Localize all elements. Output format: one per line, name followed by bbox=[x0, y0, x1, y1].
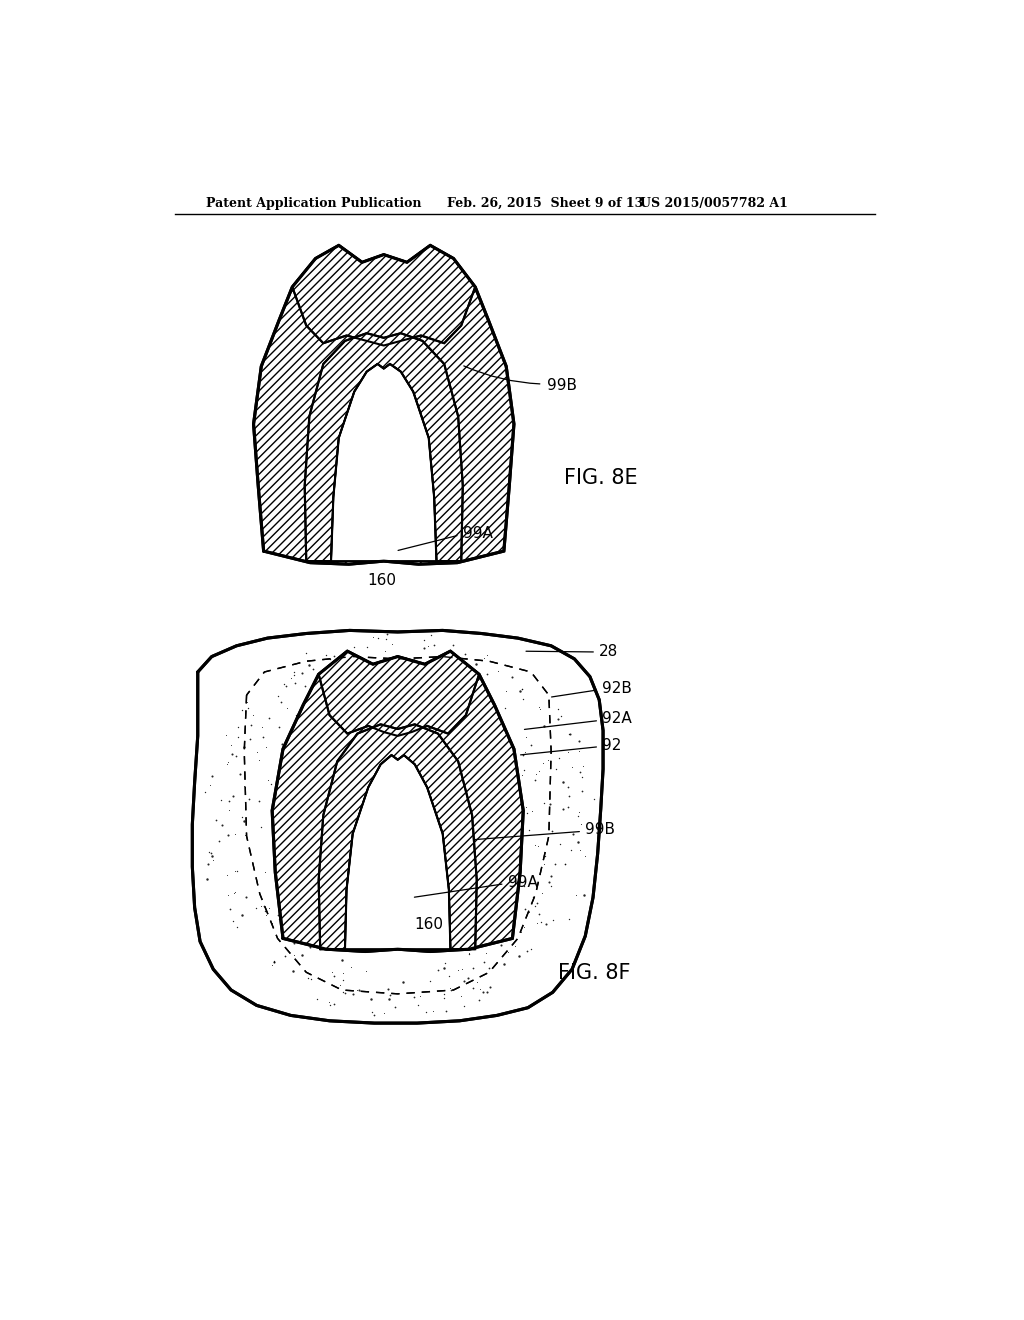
Polygon shape bbox=[345, 755, 451, 949]
Polygon shape bbox=[305, 333, 463, 561]
Polygon shape bbox=[318, 651, 479, 737]
Text: 99A: 99A bbox=[508, 875, 538, 890]
Polygon shape bbox=[331, 364, 436, 561]
Text: 99B: 99B bbox=[547, 378, 577, 393]
Text: Feb. 26, 2015  Sheet 9 of 13: Feb. 26, 2015 Sheet 9 of 13 bbox=[447, 197, 643, 210]
Text: 92A: 92A bbox=[602, 711, 632, 726]
Polygon shape bbox=[254, 246, 514, 564]
Text: 160: 160 bbox=[414, 917, 443, 932]
Text: FIG. 8F: FIG. 8F bbox=[558, 964, 631, 983]
Text: 92: 92 bbox=[602, 738, 622, 752]
Text: US 2015/0057782 A1: US 2015/0057782 A1 bbox=[640, 197, 787, 210]
Text: 92B: 92B bbox=[602, 681, 632, 696]
Text: FIG. 8E: FIG. 8E bbox=[563, 469, 637, 488]
Text: 99B: 99B bbox=[586, 822, 615, 837]
Text: Patent Application Publication: Patent Application Publication bbox=[206, 197, 421, 210]
Polygon shape bbox=[272, 651, 523, 952]
Polygon shape bbox=[193, 631, 603, 1023]
Polygon shape bbox=[292, 246, 475, 346]
Text: 99A: 99A bbox=[463, 525, 493, 541]
Text: 28: 28 bbox=[599, 644, 618, 659]
Polygon shape bbox=[318, 725, 477, 949]
Text: 160: 160 bbox=[368, 573, 396, 587]
